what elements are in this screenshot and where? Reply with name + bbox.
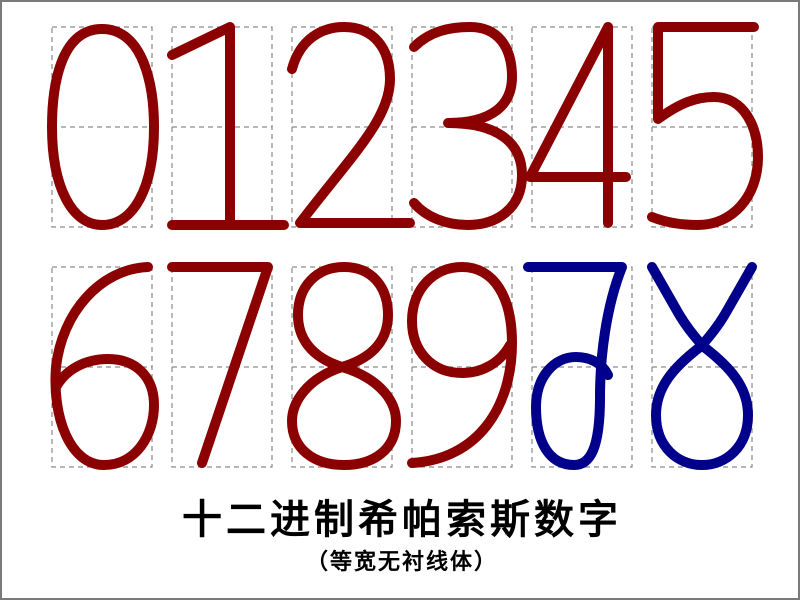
digit-glyph-0	[47, 24, 159, 230]
digit-glyph-1	[167, 22, 289, 230]
digit-glyph-dek	[523, 262, 627, 470]
writing-cell	[171, 26, 273, 228]
digit-glyph-8	[287, 262, 401, 470]
writing-cell	[531, 26, 633, 228]
digit-glyph-3	[409, 22, 527, 230]
writing-cell	[651, 26, 753, 228]
writing-cell	[651, 266, 753, 468]
digit-glyph-7	[167, 262, 273, 468]
digit-glyph-el	[647, 262, 757, 470]
digit-glyph-6	[50, 262, 159, 470]
poster-title: 十二进制希帕索斯数字	[182, 497, 622, 543]
digit-glyph-2	[287, 22, 415, 228]
digit-glyph-4	[525, 22, 631, 228]
poster-subtitle: （等宽无衬线体）	[305, 550, 498, 575]
digit-glyph-5	[647, 22, 763, 230]
digit-glyph-9	[407, 262, 517, 468]
